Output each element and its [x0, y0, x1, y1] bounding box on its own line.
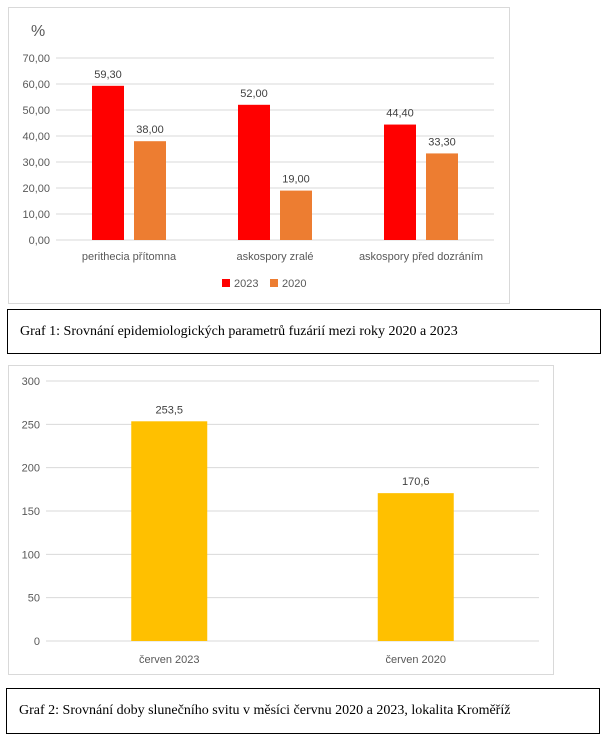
y-tick-label: 40,00: [22, 131, 50, 143]
data-label: 170,6: [402, 476, 430, 488]
chart-2-canvas: 0 50 100 150 200 250 300 253,5 červen 2023 170,6 č…: [22, 376, 539, 666]
bar-series-0: [131, 421, 208, 641]
legend-swatch-2023: [222, 279, 230, 287]
y-tick-label: 0,00: [29, 235, 50, 247]
y-tick-label: 20,00: [22, 183, 50, 195]
data-label: 33,30: [428, 136, 456, 148]
bar-series-1: [377, 493, 454, 641]
caption-graf-1-text: Graf 1: Srovnání epidemiologických param…: [20, 323, 458, 339]
caption-graf-2-text: Graf 2: Srovnání doby slunečního svitu v…: [19, 703, 511, 718]
data-label: 38,00: [136, 124, 164, 136]
y-tick-label: 60,00: [22, 79, 50, 91]
bar-2023-0: [92, 85, 124, 240]
legend-swatch-2020: [270, 279, 278, 287]
y-tick-label: 150: [22, 506, 40, 518]
data-label: 52,00: [240, 88, 268, 100]
y-tick-label: 200: [22, 463, 40, 475]
bar-2020-2: [426, 153, 458, 240]
legend-label-2020: 2020: [282, 278, 306, 290]
bar-2020-0: [134, 141, 166, 240]
y-tick-label: 50: [28, 593, 40, 605]
y-tick-label: 10,00: [22, 209, 50, 221]
y-tick-label: 250: [22, 419, 40, 431]
x-category-label: askospory zralé: [236, 251, 313, 263]
x-category-label: červen 2020: [385, 654, 446, 666]
y-tick-label: 300: [22, 376, 40, 388]
data-label: 19,00: [282, 174, 310, 186]
y-tick-label: 30,00: [22, 157, 50, 169]
bar-2023-2: [384, 124, 416, 240]
y-tick-label: 100: [22, 549, 40, 561]
data-label: 59,30: [94, 69, 122, 81]
y-tick-label: 0: [34, 636, 40, 648]
x-category-label: askospory před dozráním: [359, 251, 483, 263]
data-label: 253,5: [155, 404, 183, 416]
y-tick-label: 50,00: [22, 105, 50, 117]
caption-graf-1: Graf 1: Srovnání epidemiologických param…: [7, 309, 601, 354]
caption-graf-2: Graf 2: Srovnání doby slunečního svitu v…: [6, 688, 600, 734]
bar-2020-1: [280, 190, 312, 240]
y-unit-label: %: [31, 23, 45, 40]
y-tick-label: 70,00: [22, 53, 50, 65]
x-category-label: perithecia přítomna: [82, 251, 177, 263]
data-label: 44,40: [386, 108, 414, 120]
x-category-label: červen 2023: [139, 654, 200, 666]
chart-1: 0,00 10,00 20,00 30,00 40,00 50,00 60,00 70,00%…: [8, 7, 510, 304]
chart-2: 0 50 100 150 200 250 300 253,5 červen 2023 170,6 č…: [8, 365, 554, 675]
legend-label-2023: 2023: [234, 278, 258, 290]
chart-1-canvas: 0,00 10,00 20,00 30,00 40,00 50,00 60,00 70,00%…: [22, 23, 494, 290]
bar-2023-1: [238, 104, 270, 240]
